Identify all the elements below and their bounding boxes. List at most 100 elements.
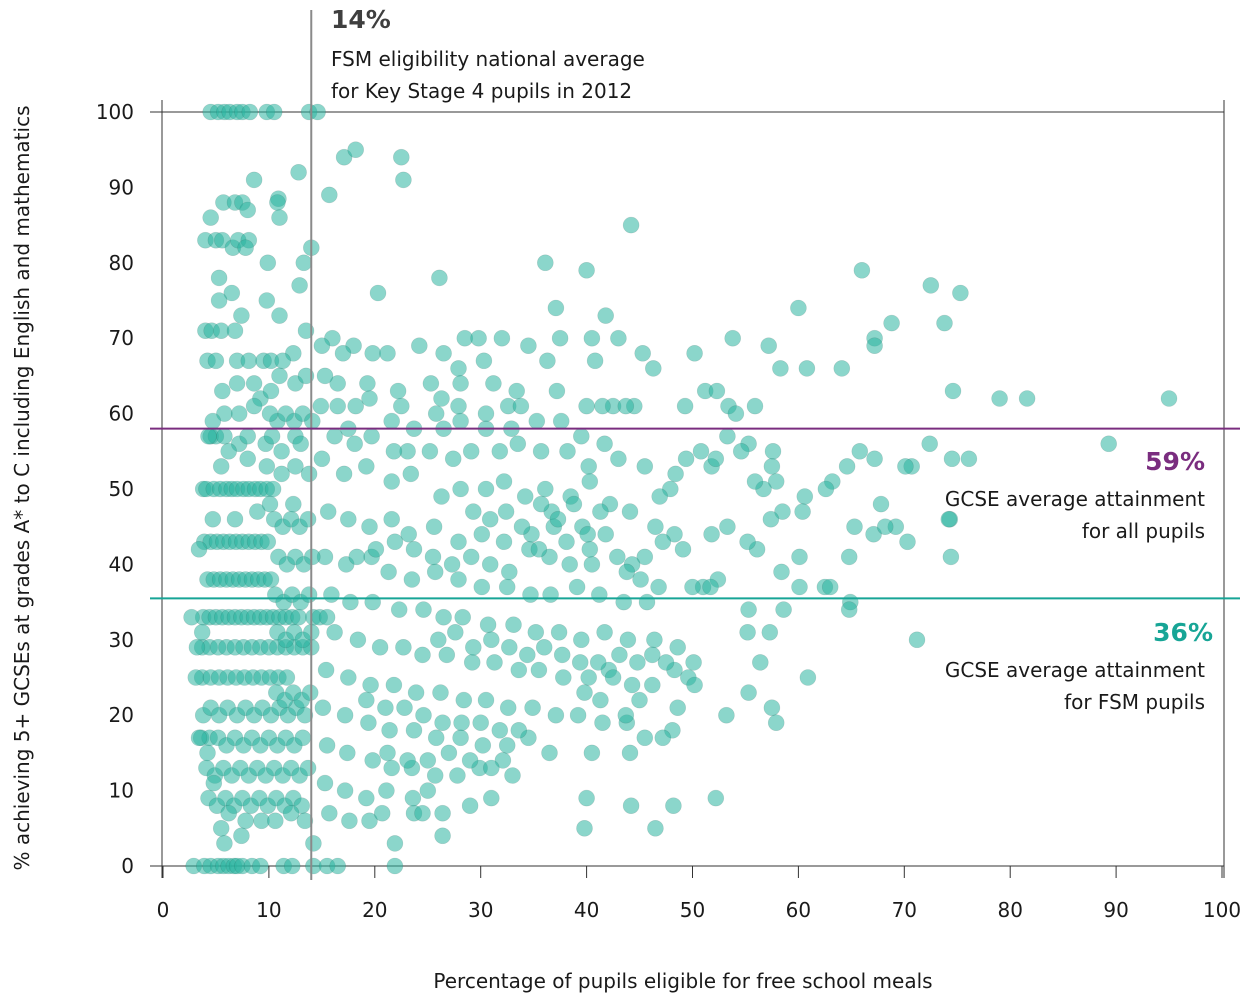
data-point [245, 397, 263, 415]
data-point [390, 601, 408, 618]
data-point [432, 684, 449, 701]
data-point [434, 714, 451, 732]
data-point [230, 405, 248, 422]
data-point [273, 465, 290, 483]
data-point [435, 608, 452, 626]
data-point [513, 518, 531, 536]
data-point [455, 691, 473, 709]
data-point [922, 277, 940, 294]
data-point [269, 194, 286, 211]
data-point [541, 744, 558, 762]
data-point [271, 367, 288, 385]
y-tick-label: 90 [109, 175, 134, 199]
data-point [446, 623, 464, 641]
data-point [532, 495, 550, 513]
data-point [522, 586, 539, 603]
data-point [239, 450, 256, 468]
data-point [921, 435, 939, 453]
data-point [617, 706, 635, 724]
x-tick-label: 50 [680, 898, 705, 922]
data-point [296, 812, 314, 830]
data-point [615, 593, 633, 611]
data-point [449, 767, 466, 784]
data-point [300, 465, 318, 483]
y-axis-ticks: 0 10 20 30 40 50 60 70 80 90 100 [96, 100, 134, 878]
data-point [499, 699, 517, 717]
data-point [583, 744, 601, 762]
data-point [187, 669, 205, 686]
data-point [530, 540, 548, 558]
y-tick-label: 80 [109, 251, 134, 275]
data-point [450, 533, 467, 551]
data-point [580, 458, 598, 475]
data-point [294, 729, 312, 747]
annotations: 14% FSM eligibility national average for K… [331, 5, 1213, 714]
data-point [464, 638, 482, 656]
data-point [291, 277, 308, 294]
data-point [226, 322, 244, 340]
data-point [395, 171, 412, 189]
data-point [323, 586, 340, 603]
data-point [527, 623, 545, 641]
data-point [450, 360, 467, 377]
data-point [685, 654, 702, 671]
data-point [453, 714, 470, 732]
data-point [338, 744, 356, 762]
data-point [237, 239, 254, 256]
data-point [271, 209, 288, 226]
data-point [414, 804, 431, 822]
data-point [594, 397, 611, 415]
data-point [259, 533, 277, 551]
data-point [462, 548, 480, 566]
data-point [297, 322, 315, 340]
x-tick-label: 10 [256, 898, 281, 922]
data-point [650, 578, 667, 596]
data-point [361, 812, 378, 830]
data-point [608, 548, 626, 566]
all-pupils-value-label: 59% [1145, 447, 1205, 476]
data-point [303, 412, 321, 430]
data-point [360, 714, 377, 732]
data-point [237, 812, 254, 830]
data-point [290, 164, 307, 181]
data-point [383, 510, 401, 528]
fsm-national-value-label: 14% [331, 5, 391, 34]
data-point [290, 608, 307, 626]
data-point [498, 578, 516, 596]
data-point [318, 737, 336, 754]
data-point [833, 360, 851, 377]
data-point [300, 586, 318, 603]
data-point [329, 397, 347, 415]
data-point [495, 473, 513, 490]
y-tick-label: 40 [109, 552, 134, 576]
data-point [303, 548, 321, 566]
data-point [684, 578, 701, 596]
data-point [261, 405, 279, 422]
data-point [518, 646, 536, 664]
data-point [676, 397, 694, 415]
data-point [295, 254, 313, 272]
data-point [367, 540, 385, 558]
data-point [396, 699, 413, 717]
data-point [362, 676, 379, 694]
data-point [326, 623, 343, 641]
data-point [719, 518, 736, 536]
data-point [452, 480, 469, 498]
y-axis-title: % achieving 5+ GCSEs at grades A* to C i… [10, 106, 34, 871]
data-point [463, 654, 481, 671]
data-point [454, 608, 472, 626]
data-point [622, 797, 640, 815]
data-point [262, 382, 280, 400]
data-point [485, 375, 502, 392]
data-point [204, 412, 222, 430]
data-point [552, 412, 570, 430]
data-point [665, 797, 682, 815]
data-point [305, 835, 322, 852]
data-point [378, 782, 395, 799]
data-point [718, 706, 735, 724]
data-point [840, 548, 858, 566]
data-point [481, 556, 499, 573]
data-point [424, 548, 442, 566]
data-point [561, 556, 579, 573]
data-point [790, 299, 807, 317]
